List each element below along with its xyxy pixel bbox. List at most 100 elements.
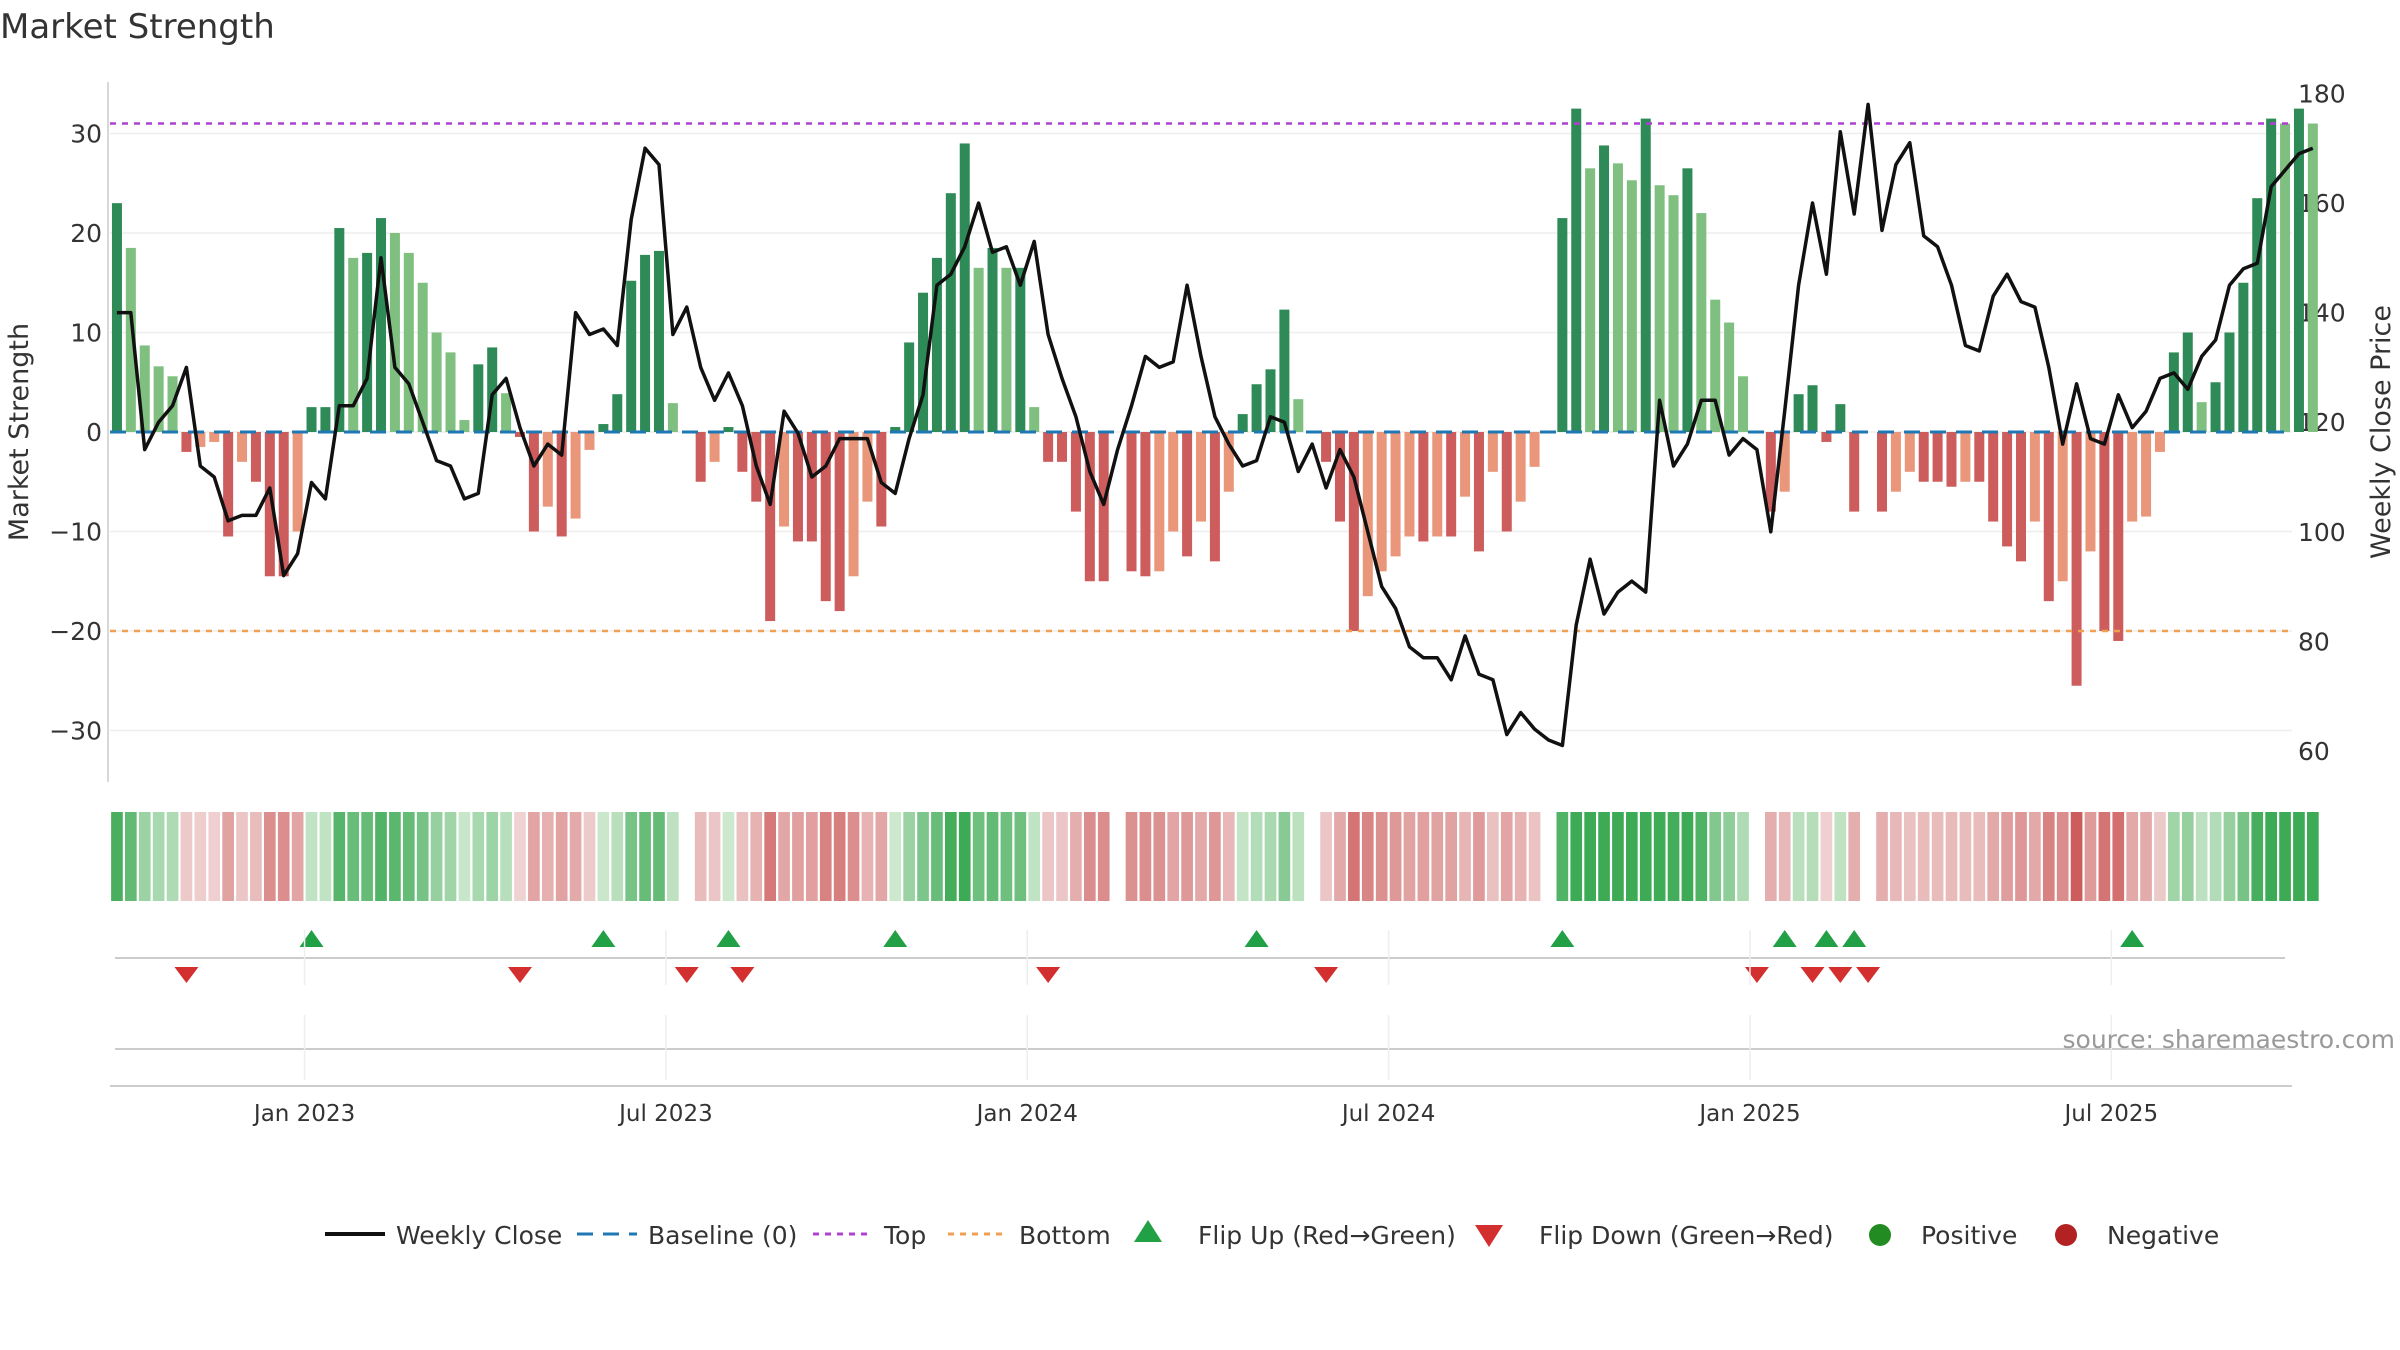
flip-down-marker	[1744, 967, 1769, 983]
flip-up-marker	[591, 930, 616, 947]
strip-cell	[1667, 812, 1680, 901]
legend-label-positive: Positive	[1921, 1221, 2017, 1250]
strip-cell	[541, 812, 554, 901]
strength-bar	[723, 427, 734, 432]
strip-cell	[333, 812, 346, 901]
strength-bar	[1237, 414, 1248, 432]
y-axis-left-label: Market Strength	[4, 323, 35, 541]
strip-cell	[430, 812, 443, 901]
strength-bar	[1946, 432, 1957, 487]
y-right-tick-label: 140	[2298, 299, 2346, 328]
strip-cell	[458, 812, 471, 901]
strength-bar	[709, 432, 720, 462]
strength-bar	[2238, 282, 2249, 432]
strength-bar	[1070, 432, 1081, 512]
strength-bar	[376, 218, 387, 432]
strength-bar	[1057, 432, 1068, 462]
strength-bar	[1223, 432, 1234, 492]
strip-cell	[2084, 812, 2097, 901]
strength-bar	[223, 432, 234, 537]
strength-bar	[473, 364, 484, 432]
strength-bar	[1640, 118, 1651, 432]
strength-bar	[2210, 382, 2221, 432]
strip-cell	[1987, 812, 2000, 901]
strength-bar	[1626, 180, 1637, 432]
strength-bar	[1960, 432, 1971, 482]
legend-label-flip-down: Flip Down (Green→Red)	[1539, 1221, 1834, 1250]
strength-bar	[1279, 309, 1290, 432]
strip-cell	[1278, 812, 1291, 901]
strength-bar	[1321, 432, 1332, 462]
strength-bar	[820, 432, 831, 602]
strip-cell	[2140, 812, 2152, 901]
strip-cell	[180, 812, 193, 901]
y-right-tick-label: 80	[2298, 627, 2330, 656]
strip-cell	[472, 812, 485, 901]
strength-bar	[2252, 198, 2263, 432]
flip-up-marker	[1772, 930, 1797, 947]
strength-bar	[445, 352, 456, 432]
strip-cell	[2098, 812, 2111, 901]
strip-cell	[1320, 812, 1332, 901]
strength-bar	[1529, 432, 1540, 467]
strength-bar	[1418, 432, 1429, 542]
strip-cell	[2237, 812, 2250, 901]
strength-bar	[2085, 432, 2096, 552]
strength-bar	[737, 432, 748, 472]
strength-bar	[501, 393, 512, 432]
strength-bar	[459, 420, 470, 432]
strip-cell	[1236, 812, 1249, 901]
strip-cell	[111, 812, 123, 901]
strip-cell	[1042, 812, 1054, 901]
strip-cell	[1195, 812, 1207, 901]
strip-cell	[792, 812, 804, 901]
strip-cell	[972, 812, 985, 901]
strip-cell	[597, 812, 610, 901]
strip-cell	[667, 812, 679, 901]
strip-cell	[222, 812, 234, 901]
flip-up-marker	[1842, 930, 1867, 947]
strength-bar	[139, 345, 150, 432]
strength-bar	[2043, 432, 2054, 602]
y-left-tick-label: −10	[49, 518, 102, 547]
strip-cell	[2056, 812, 2069, 901]
flip-up-marker	[883, 930, 908, 947]
y-right-tick-label: 180	[2298, 79, 2346, 108]
flip-down-marker	[1036, 967, 1061, 983]
strip-cell	[1959, 812, 1972, 901]
strip-cell	[2001, 812, 2013, 901]
y-left-tick-label: −30	[49, 717, 102, 746]
strength-bar	[1807, 385, 1818, 432]
strength-bar	[1460, 432, 1471, 497]
strength-bar	[1515, 432, 1526, 502]
strip-cell	[2223, 812, 2236, 901]
strip-cell	[2251, 812, 2264, 901]
strength-bar	[2015, 432, 2026, 562]
strip-cell	[1737, 812, 1749, 901]
strength-bar	[2029, 432, 2040, 522]
strip-cell	[653, 812, 665, 901]
strip-cell	[2154, 812, 2166, 901]
x-axis: Jan 2023 Jul 2023 Jan 2024 Jul 2024 Jan 2025…	[110, 930, 2292, 1127]
strip-cell	[875, 812, 888, 901]
strength-bar	[1029, 407, 1040, 432]
strength-bar	[2154, 432, 2165, 452]
strip-cell	[694, 812, 707, 901]
strip-cell	[166, 812, 179, 901]
strip-cell	[639, 812, 651, 901]
legend-label-baseline: Baseline (0)	[648, 1221, 797, 1250]
strength-bar	[1432, 432, 1443, 537]
strength-bar	[556, 432, 567, 537]
strip-cell	[1014, 812, 1027, 901]
strength-bar	[959, 143, 970, 432]
strip-cell	[1556, 812, 1569, 901]
strip-cell	[319, 812, 332, 901]
strength-bar	[1376, 432, 1387, 572]
strip-cell	[958, 812, 971, 901]
strip-cell	[514, 812, 526, 901]
strength-bar	[1932, 432, 1943, 482]
strip-cell	[1139, 812, 1152, 901]
strip-cell	[1222, 812, 1235, 901]
strip-cell	[250, 812, 262, 901]
